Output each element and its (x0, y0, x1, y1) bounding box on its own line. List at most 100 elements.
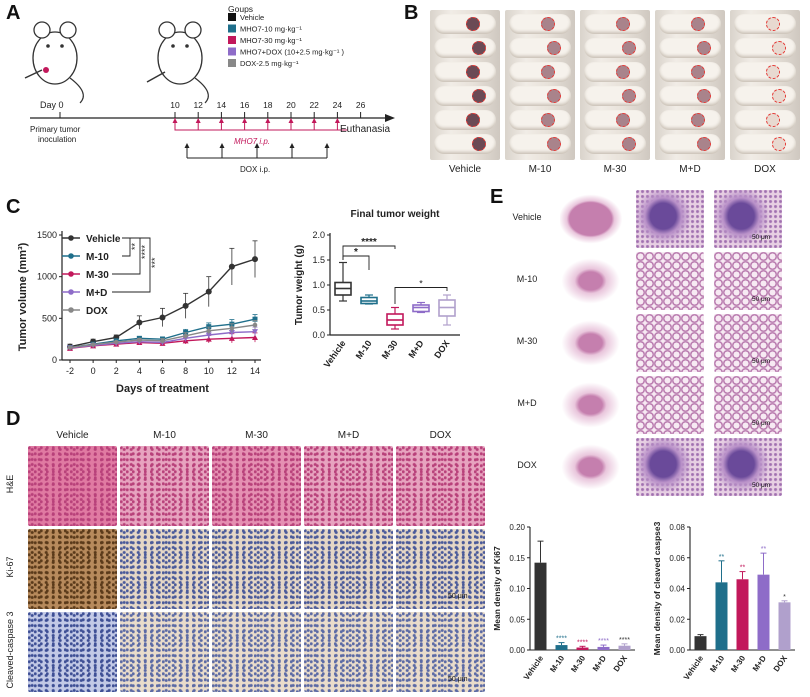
bar (555, 645, 568, 650)
panel-e-lung-sections: Vehicle 50 μm M-10 50 μm M-30 50 μm M+D 50 μm DO… (500, 190, 810, 510)
mouse-group-label: Vehicle (448, 164, 482, 175)
x-tick-label: 8 (183, 366, 188, 376)
significance-marker: * (783, 594, 786, 601)
panel-b-mouse-photos: Vehicle M-10 M-30 M+D DOX (430, 10, 808, 190)
histology-image (120, 529, 209, 609)
legend-entry: Vehicle (86, 234, 121, 245)
lung-section-image (636, 314, 704, 372)
injection-arrow-icon (172, 118, 178, 123)
y-axis-label: Tumor volume (mm³) (17, 242, 29, 351)
dox-arrow-icon (184, 143, 190, 148)
day-tick-label: 12 (193, 100, 203, 110)
histology-image (396, 529, 485, 609)
histology-row-label: Cleaved-caspase 3 (5, 611, 15, 689)
lung-section-image (560, 190, 628, 248)
bar (597, 646, 610, 650)
bar (618, 645, 631, 650)
significance-marker: ** (740, 565, 746, 572)
significance-marker: * (419, 279, 423, 289)
data-point (137, 337, 142, 343)
x-tick-label: M-10 (708, 654, 726, 675)
histology-image (28, 529, 117, 609)
significance-marker: ** (761, 546, 767, 553)
mouse-photo (505, 10, 575, 160)
histology-image (120, 446, 209, 526)
histology-column-label: M-10 (153, 430, 176, 441)
dox-ip-label: DOX i.p. (240, 165, 270, 174)
mouse-photo (430, 10, 500, 160)
x-tick-label: 4 (137, 366, 142, 376)
y-tick-label: 2.0 (312, 230, 325, 240)
x-tick-label: -2 (66, 366, 74, 376)
mouse-photo (580, 10, 650, 160)
day0-label: Day 0 (40, 100, 64, 110)
legend-label: MHO7-30 mg·kg⁻¹ (240, 36, 302, 45)
bar (757, 574, 770, 650)
x-tick-label: M+D (406, 338, 426, 360)
lung-section-image (636, 190, 704, 248)
significance-marker: **** (598, 638, 609, 645)
x-tick-label: 14 (250, 366, 260, 376)
legend-swatch (228, 59, 236, 67)
significance-marker: ** (130, 242, 140, 250)
x-tick-label: 10 (204, 366, 214, 376)
histology-image (120, 612, 209, 692)
panel-label-a: A (6, 2, 21, 24)
panel-label-b: B (404, 2, 419, 24)
data-point (252, 329, 258, 335)
mouse-icon (146, 21, 209, 104)
data-point (229, 326, 235, 331)
lung-section-image (714, 376, 782, 434)
timeline-arrow-icon (385, 114, 395, 122)
inoculation-label: inoculation (38, 135, 76, 144)
scale-bar-label: 50 μm (448, 593, 468, 600)
y-tick-label: 0.00 (509, 646, 525, 655)
dox-arrow-icon (324, 143, 330, 148)
lung-section-image (714, 252, 782, 310)
histology-column-label: DOX (429, 430, 452, 441)
x-tick-label: M-10 (354, 338, 374, 361)
significance-marker: * (354, 247, 358, 258)
bar (736, 579, 749, 650)
y-tick-label: 0.0 (312, 330, 325, 340)
bar (715, 582, 728, 650)
injection-arrow-icon (334, 118, 340, 123)
mouse-group-label: M-10 (528, 164, 552, 175)
injection-arrow-icon (218, 118, 224, 123)
histology-image (304, 529, 393, 609)
lung-section-image (714, 314, 782, 372)
histology-column-label: M+D (337, 430, 360, 441)
mouse-group-label: DOX (754, 164, 776, 175)
significance-marker: ** (719, 554, 725, 561)
mho7-ip-label: MHO7 i.p. (234, 137, 270, 146)
data-point (113, 339, 119, 345)
y-tick-label: 0.15 (509, 554, 525, 563)
legend-label: MHO7-10 mg·kg⁻¹ (240, 25, 302, 34)
histology-row-label: Ki-67 (5, 556, 15, 578)
x-tick-label: M-30 (380, 338, 400, 361)
y-tick-label: 0.10 (509, 585, 525, 594)
x-tick-label: Vehicle (322, 338, 348, 369)
scale-bar-label: 50 μm (752, 358, 771, 365)
x-tick-label: DOX (432, 338, 451, 360)
legend-swatch (228, 24, 236, 33)
y-axis-label: Tumor weight (g) (294, 245, 305, 325)
day-tick-label: 22 (309, 100, 319, 110)
data-point (159, 314, 166, 321)
legend-entry: M-10 (86, 252, 109, 263)
y-tick-label: 1000 (37, 272, 57, 282)
day-tick-label: 18 (263, 100, 273, 110)
data-point (252, 256, 258, 263)
injection-arrow-icon (288, 118, 294, 123)
scale-bar-label: 50 μm (752, 482, 771, 489)
data-point (206, 328, 212, 334)
scale-bar-label: 50 μm (752, 234, 771, 241)
histology-image (28, 446, 117, 526)
y-tick-label: 0.20 (509, 523, 525, 532)
x-tick-label: Vehicle (522, 654, 546, 682)
x-tick-label: 6 (160, 366, 165, 376)
day-tick-label: 10 (170, 100, 180, 110)
x-axis-label: Days of treatment (116, 383, 209, 395)
bar (534, 562, 547, 650)
lung-row-label: DOX (517, 460, 537, 470)
